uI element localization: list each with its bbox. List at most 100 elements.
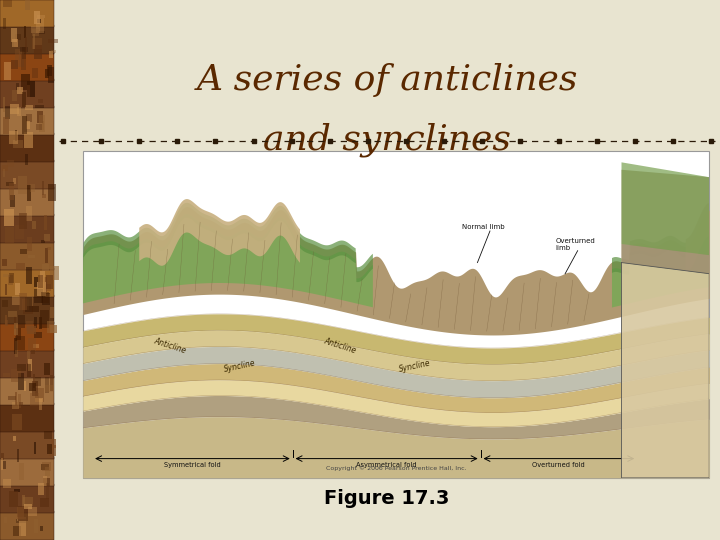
- Bar: [37, 111, 43, 123]
- Bar: [22, 299, 32, 314]
- Bar: [9, 104, 19, 113]
- Bar: [5, 314, 7, 325]
- Bar: [0, 484, 54, 513]
- Bar: [48, 184, 55, 201]
- Bar: [42, 264, 50, 271]
- Bar: [4, 209, 14, 226]
- Bar: [4, 373, 11, 377]
- Bar: [14, 489, 19, 492]
- Bar: [9, 396, 16, 400]
- Bar: [40, 464, 49, 470]
- Bar: [19, 373, 24, 390]
- Bar: [12, 369, 17, 382]
- Bar: [15, 49, 20, 67]
- Text: Syncline: Syncline: [222, 359, 256, 374]
- Bar: [48, 39, 58, 43]
- Bar: [37, 282, 46, 296]
- Bar: [16, 519, 26, 523]
- Bar: [3, 97, 5, 112]
- Bar: [3, 461, 6, 469]
- Bar: [44, 363, 50, 375]
- Bar: [35, 105, 44, 109]
- Bar: [3, 0, 12, 7]
- Bar: [26, 121, 30, 129]
- Bar: [45, 377, 49, 393]
- Bar: [34, 318, 37, 328]
- Bar: [17, 449, 19, 462]
- Bar: [23, 497, 32, 506]
- Bar: [34, 45, 42, 59]
- Bar: [35, 399, 43, 402]
- Bar: [22, 116, 27, 133]
- Bar: [19, 213, 27, 228]
- Bar: [19, 522, 26, 536]
- Bar: [28, 359, 32, 370]
- Bar: [17, 87, 24, 94]
- Bar: [14, 225, 24, 239]
- Bar: [17, 368, 21, 377]
- Bar: [50, 307, 55, 319]
- Bar: [36, 124, 42, 130]
- Bar: [15, 336, 24, 350]
- Bar: [27, 351, 30, 363]
- Bar: [8, 311, 17, 316]
- Bar: [16, 262, 25, 270]
- Bar: [32, 374, 35, 388]
- Polygon shape: [621, 262, 709, 478]
- Bar: [22, 92, 26, 107]
- Bar: [35, 289, 42, 302]
- Bar: [42, 293, 50, 305]
- Bar: [45, 483, 49, 500]
- Bar: [12, 402, 19, 409]
- Bar: [45, 275, 53, 289]
- Bar: [0, 25, 54, 54]
- Bar: [0, 133, 54, 162]
- Bar: [37, 99, 43, 103]
- Bar: [45, 431, 53, 438]
- Bar: [19, 463, 24, 480]
- Bar: [0, 0, 54, 27]
- Bar: [1, 259, 6, 266]
- Bar: [6, 320, 8, 326]
- Bar: [48, 444, 52, 455]
- Bar: [34, 519, 38, 534]
- Bar: [25, 0, 30, 10]
- Bar: [19, 293, 27, 310]
- Bar: [33, 343, 39, 348]
- Bar: [22, 47, 26, 59]
- Text: Asymmetrical fold: Asymmetrical fold: [356, 462, 417, 468]
- Bar: [35, 377, 41, 386]
- Polygon shape: [621, 163, 709, 255]
- Bar: [28, 339, 36, 351]
- Bar: [14, 436, 17, 441]
- Bar: [17, 402, 23, 407]
- Bar: [0, 214, 54, 243]
- Bar: [24, 381, 26, 391]
- Bar: [47, 64, 52, 76]
- Bar: [4, 517, 7, 523]
- Bar: [19, 51, 24, 68]
- Bar: [42, 194, 46, 198]
- Polygon shape: [621, 170, 709, 274]
- Bar: [26, 114, 32, 122]
- Bar: [5, 227, 14, 244]
- Bar: [27, 237, 32, 251]
- Bar: [0, 430, 54, 459]
- Bar: [31, 350, 35, 354]
- Bar: [26, 267, 32, 285]
- Bar: [6, 182, 14, 186]
- Bar: [40, 310, 49, 328]
- Bar: [0, 79, 54, 108]
- Bar: [45, 277, 48, 292]
- Bar: [18, 506, 28, 522]
- Bar: [32, 221, 35, 229]
- Bar: [15, 341, 18, 357]
- Bar: [24, 26, 26, 38]
- Bar: [1, 458, 4, 470]
- Text: Symmetrical fold: Symmetrical fold: [164, 462, 221, 468]
- Text: A series of anticlines: A series of anticlines: [197, 63, 577, 97]
- Bar: [1, 453, 4, 460]
- Bar: [3, 169, 5, 177]
- Bar: [17, 517, 26, 522]
- Bar: [4, 284, 6, 294]
